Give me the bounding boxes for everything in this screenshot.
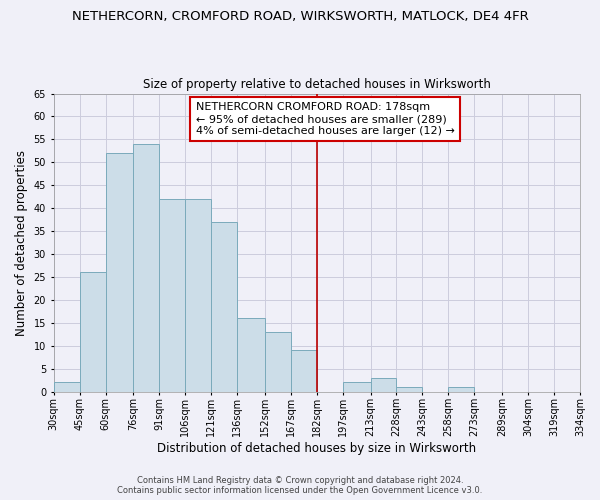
Bar	[237, 318, 265, 392]
Bar	[343, 382, 371, 392]
Bar	[80, 272, 106, 392]
Bar	[265, 332, 291, 392]
Bar	[133, 144, 160, 392]
Text: NETHERCORN CROMFORD ROAD: 178sqm
← 95% of detached houses are smaller (289)
4% o: NETHERCORN CROMFORD ROAD: 178sqm ← 95% o…	[196, 102, 455, 136]
Bar	[371, 378, 397, 392]
Bar	[53, 382, 80, 392]
Bar	[448, 387, 475, 392]
Text: Contains HM Land Registry data © Crown copyright and database right 2024.
Contai: Contains HM Land Registry data © Crown c…	[118, 476, 482, 495]
Bar	[106, 153, 133, 392]
Bar	[185, 199, 211, 392]
Bar	[160, 199, 185, 392]
X-axis label: Distribution of detached houses by size in Wirksworth: Distribution of detached houses by size …	[157, 442, 476, 455]
Bar	[291, 350, 317, 392]
Bar	[211, 222, 237, 392]
Title: Size of property relative to detached houses in Wirksworth: Size of property relative to detached ho…	[143, 78, 491, 91]
Y-axis label: Number of detached properties: Number of detached properties	[15, 150, 28, 336]
Bar	[397, 387, 422, 392]
Text: NETHERCORN, CROMFORD ROAD, WIRKSWORTH, MATLOCK, DE4 4FR: NETHERCORN, CROMFORD ROAD, WIRKSWORTH, M…	[71, 10, 529, 23]
